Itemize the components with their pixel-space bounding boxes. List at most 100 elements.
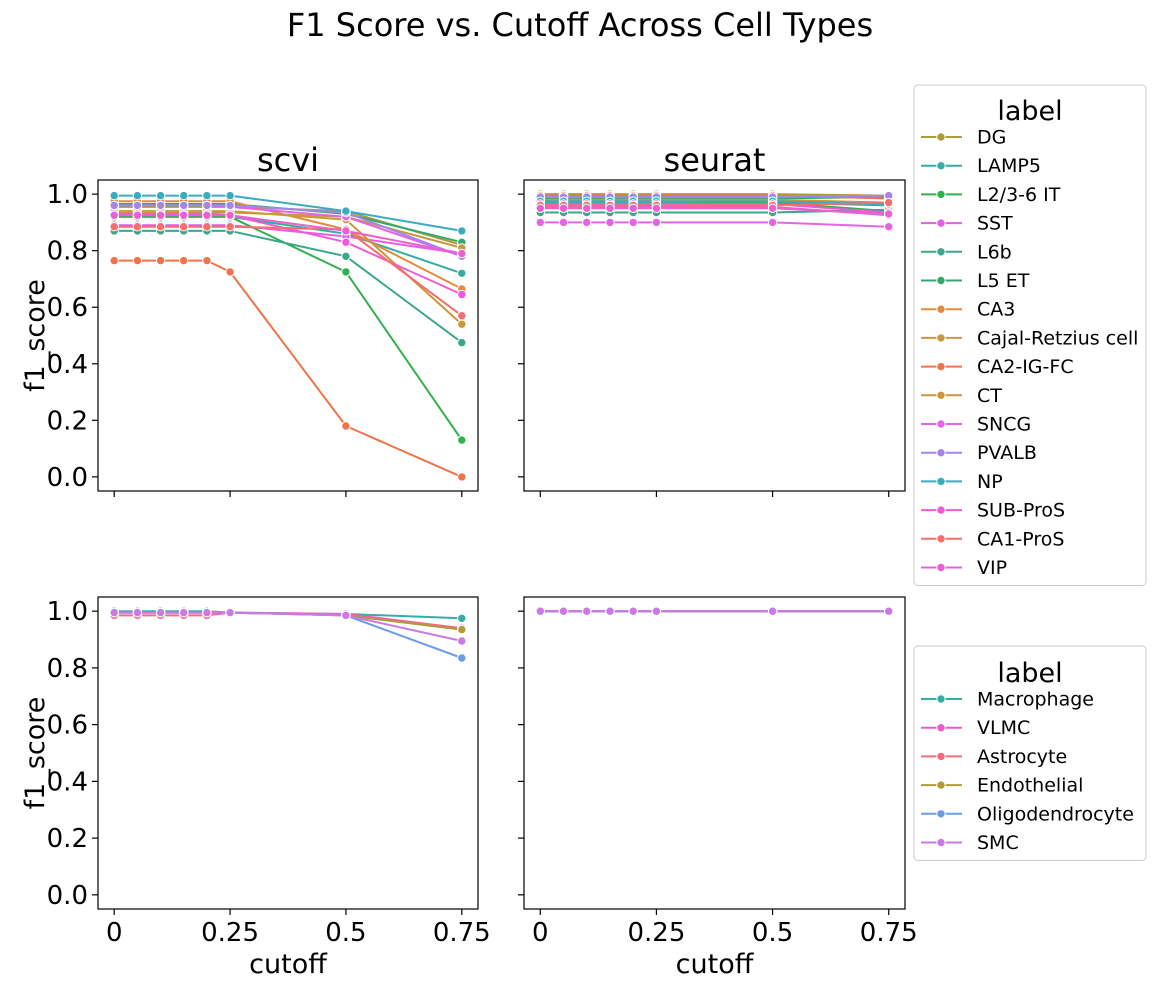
- data-point: [341, 237, 351, 247]
- legend-label: L2/3-6 IT: [977, 184, 1061, 206]
- data-point: [202, 190, 212, 201]
- legend-label: L5 ET: [977, 270, 1030, 292]
- legend-label: Oligodendrocyte: [977, 803, 1134, 825]
- legend-label: CA3: [977, 299, 1015, 321]
- data-point: [457, 636, 467, 646]
- data-point: [457, 319, 467, 329]
- data-point: [341, 610, 351, 621]
- x-tick-label: 0.5: [325, 918, 366, 948]
- data-point: [457, 613, 467, 623]
- legend-label: CA1-ProS: [977, 528, 1064, 550]
- series-line-Oligodendrocyte: [114, 611, 463, 659]
- data-point: [651, 217, 662, 228]
- panel-title: scvi: [257, 141, 319, 179]
- legend-swatch-marker: [936, 809, 946, 819]
- data-point: [155, 255, 166, 266]
- y-tick-label: 0.2: [47, 406, 88, 436]
- legend-label: Cajal-Retzius cell: [977, 327, 1138, 349]
- data-point: [884, 222, 894, 232]
- figure-title: F1 Score vs. Cutoff Across Cell Types: [287, 6, 873, 44]
- legend-label: NP: [977, 471, 1003, 493]
- data-point: [582, 606, 592, 616]
- legend-swatch-marker: [936, 723, 946, 733]
- data-point: [109, 210, 119, 221]
- legend-swatch-marker: [936, 189, 946, 200]
- panel-top-right: seurat: [518, 141, 906, 497]
- panel-bottom-left: 0.0 0.2 0.4 0.6 0.8 1.0 0 0.25 0.5 0.75 f1_scorecu…: [20, 596, 491, 980]
- axes-frame: [97, 596, 479, 910]
- data-point: [341, 206, 351, 216]
- legend-swatch-marker: [936, 562, 946, 573]
- data-point: [457, 248, 467, 259]
- data-point: [884, 606, 894, 616]
- data-point: [132, 222, 143, 232]
- legend-label: CT: [977, 385, 1002, 407]
- legend-label: SUB-ProS: [977, 500, 1065, 522]
- legend-swatch-marker: [936, 333, 946, 343]
- legend-swatch-marker: [936, 161, 946, 171]
- data-point: [651, 606, 662, 616]
- data-point: [651, 203, 662, 214]
- data-point: [202, 222, 212, 232]
- data-point: [457, 226, 467, 236]
- plot-area: [109, 606, 467, 663]
- x-tick-label: 0.75: [433, 918, 491, 948]
- legend-swatch-marker: [936, 419, 946, 429]
- data-point: [767, 217, 778, 228]
- legend-label: L6b: [977, 241, 1012, 263]
- data-point: [109, 190, 119, 201]
- data-point: [132, 200, 143, 211]
- legend-swatch-marker: [936, 304, 946, 314]
- legend-swatch-marker: [936, 247, 946, 257]
- data-point: [225, 607, 235, 618]
- data-point: [457, 268, 467, 278]
- data-point: [155, 200, 166, 211]
- data-point: [225, 200, 235, 211]
- y-tick-label: 0.8: [47, 654, 88, 684]
- y-tick-label: 0.0: [47, 463, 88, 493]
- data-point: [535, 217, 545, 228]
- legend-swatch-marker: [936, 132, 946, 142]
- axes-frame: [523, 179, 906, 492]
- axes-frame: [523, 596, 906, 910]
- data-point: [179, 255, 189, 266]
- data-point: [155, 222, 166, 232]
- data-point: [155, 190, 166, 201]
- x-tick-label: 0: [532, 918, 549, 948]
- legend-box: [913, 645, 1147, 861]
- panel-title: seurat: [664, 141, 766, 179]
- legend-label: DG: [977, 127, 1006, 149]
- data-point: [457, 435, 467, 445]
- x-tick-label: 0: [106, 918, 123, 948]
- data-point: [767, 606, 778, 616]
- legend-label: Astrocyte: [977, 746, 1067, 768]
- series-line-L2/3-6 IT: [114, 215, 463, 441]
- data-point: [628, 606, 638, 616]
- panel-bottom-right: 0 0.25 0.5 0.75 cutoff: [518, 596, 918, 980]
- x-tick-label: 0.5: [752, 918, 793, 948]
- data-point: [558, 203, 569, 214]
- data-point: [109, 607, 119, 618]
- data-point: [132, 190, 143, 201]
- data-point: [179, 607, 189, 618]
- data-point: [341, 226, 351, 236]
- y-tick-label: 0.6: [47, 293, 88, 323]
- data-point: [225, 190, 235, 201]
- data-point: [628, 203, 638, 214]
- x-tick-label: 0.75: [860, 918, 918, 948]
- series-line-CA2-IG-FC: [114, 259, 463, 478]
- data-point: [179, 210, 189, 221]
- data-point: [605, 606, 615, 616]
- x-tick-label: 0.25: [201, 918, 259, 948]
- legend-label: Endothelial: [977, 775, 1083, 797]
- legend-label: VIP: [977, 557, 1007, 579]
- data-point: [457, 624, 467, 635]
- data-point: [109, 222, 119, 232]
- data-point: [558, 217, 569, 228]
- data-point: [202, 210, 212, 221]
- legend-swatch-marker: [936, 505, 946, 515]
